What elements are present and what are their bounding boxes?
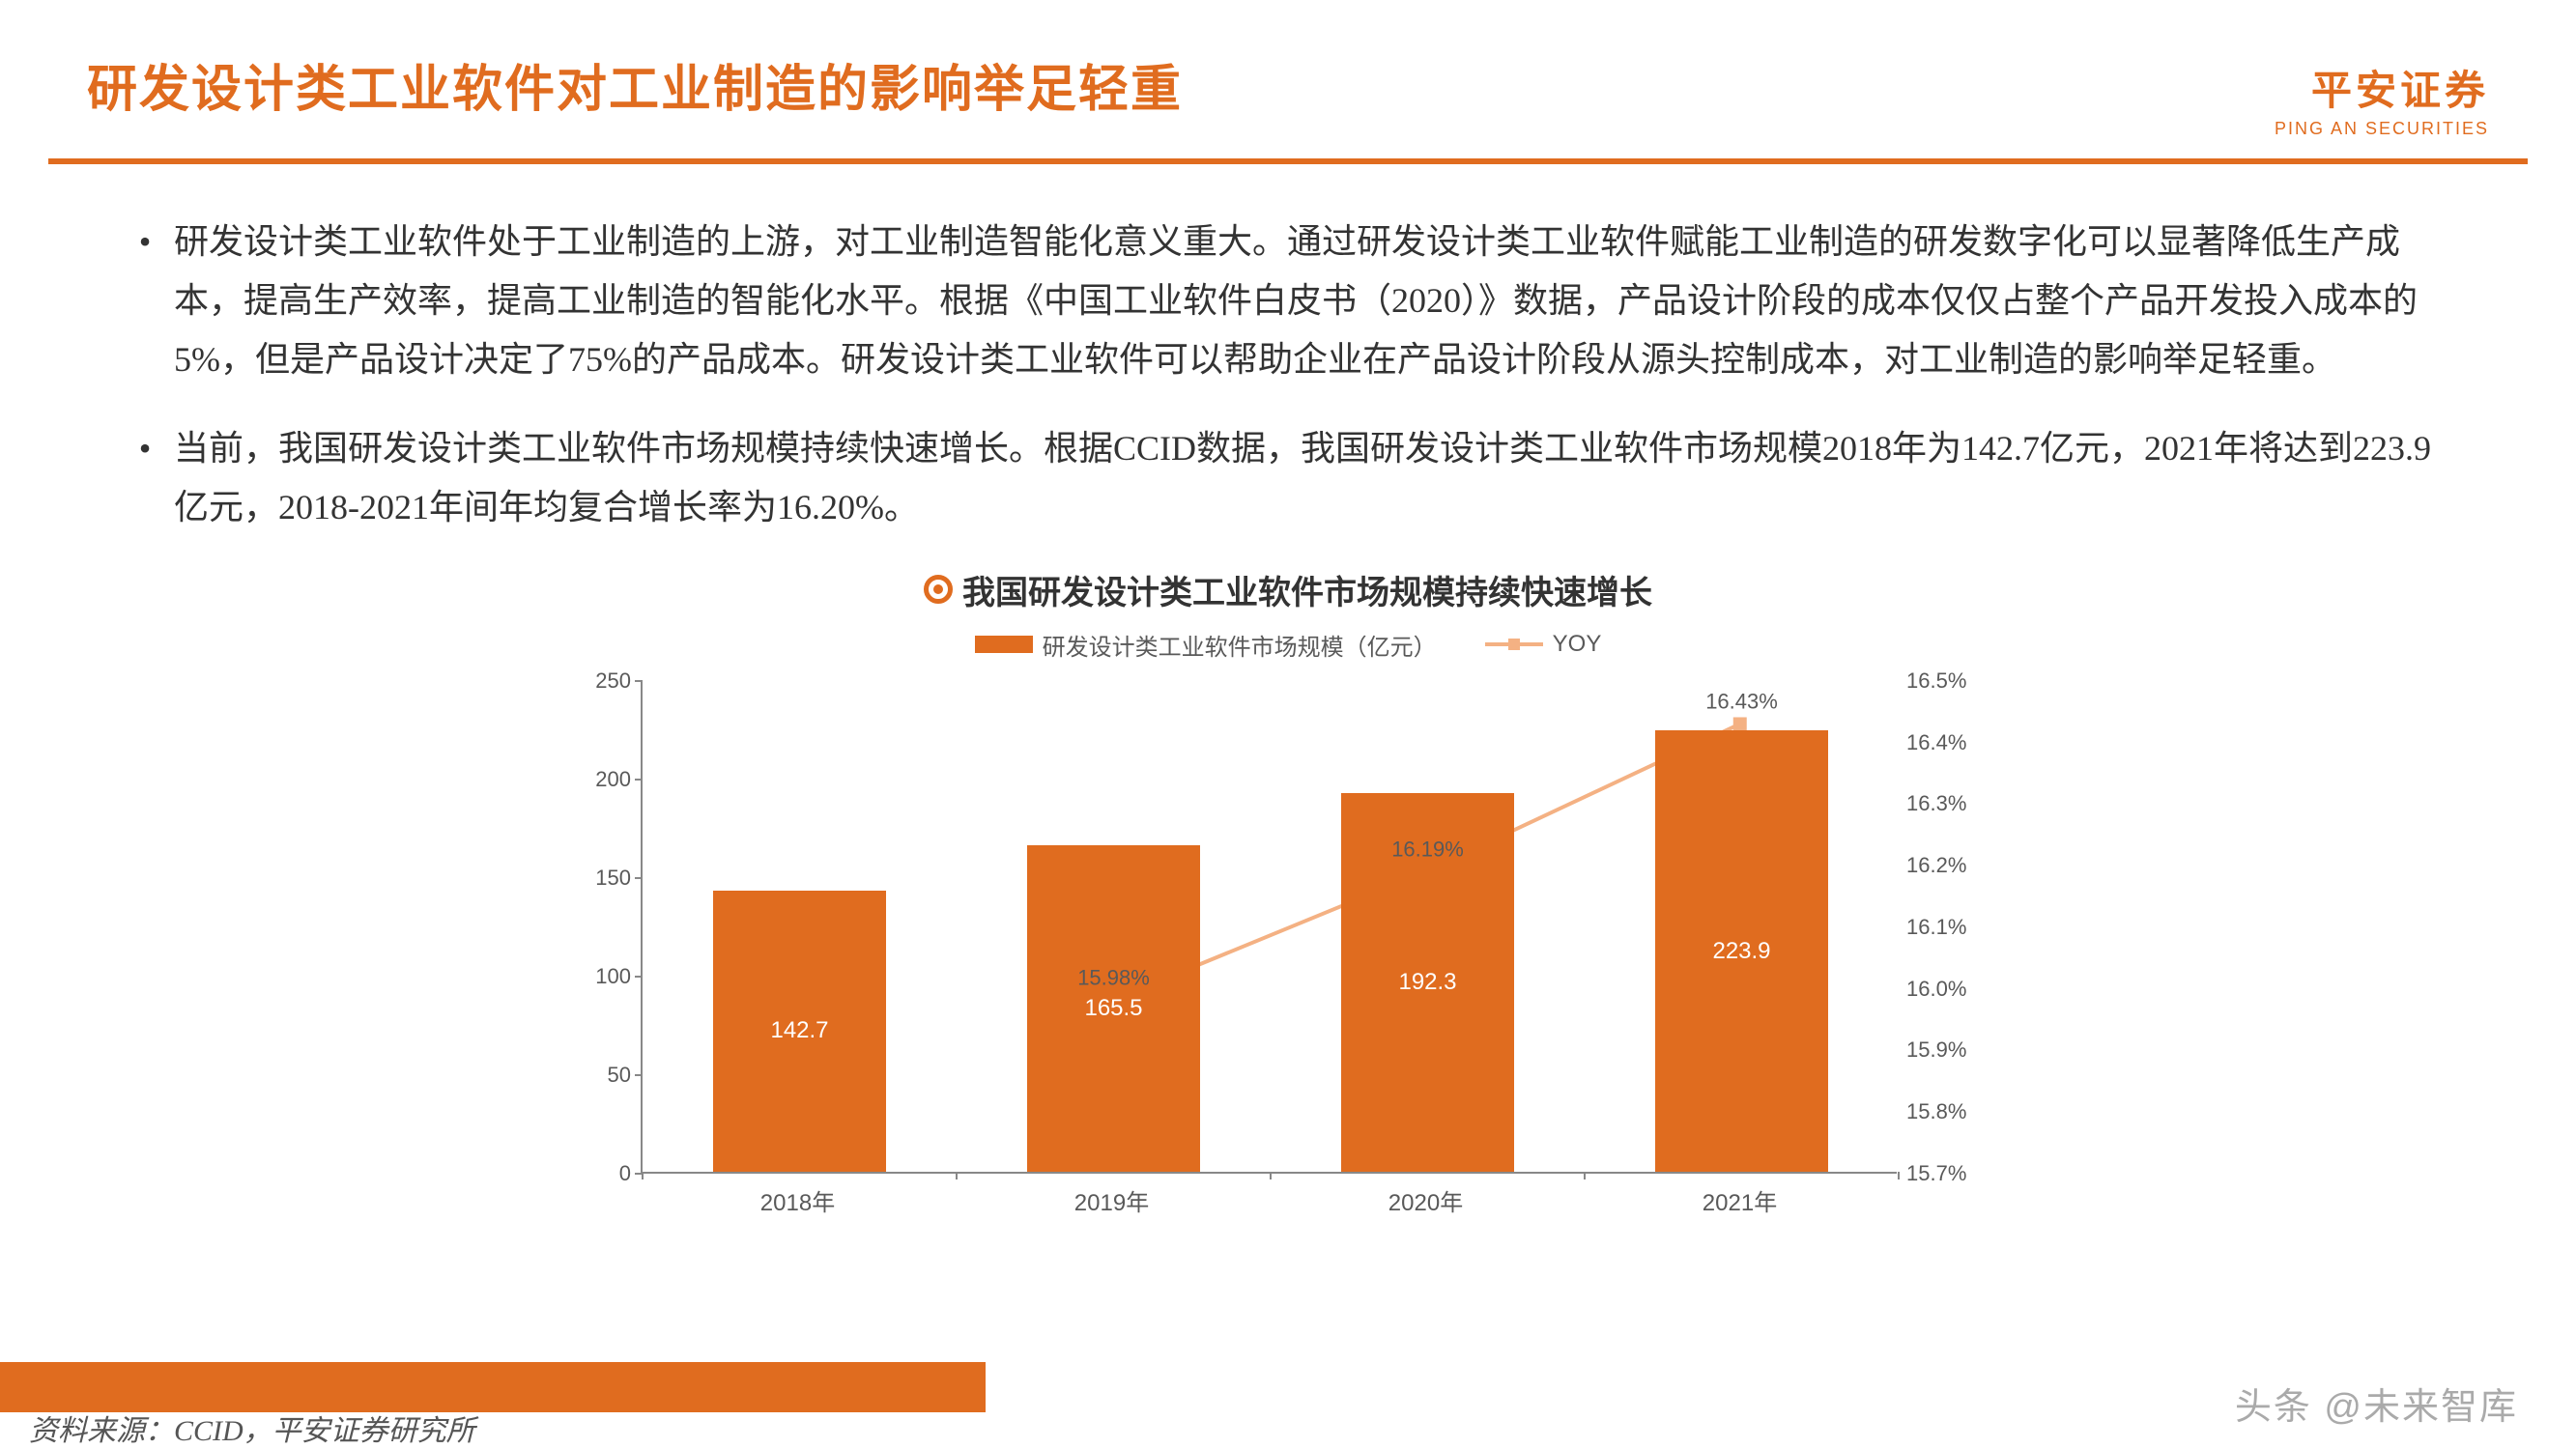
logo-cn: 平安证券 [2275,58,2489,117]
logo-en: PING AN SECURITIES [2275,119,2489,139]
y-right-tick-label: 16.0% [1906,977,1993,1002]
y-right-tick-label: 16.2% [1906,853,1993,878]
watermark: 头条 @未来智库 [2235,1377,2518,1430]
y-right-tick-label: 16.1% [1906,915,1993,940]
x-tick-label: 2021年 [1703,1183,1777,1217]
chart-title: 我国研发设计类工业软件市场规模持续快速增长 [962,566,1652,613]
legend-bar-swatch [975,636,1033,653]
yoy-value-label: 16.43% [1705,689,1778,714]
bar-value-label: 223.9 [1655,938,1828,965]
chart-title-row: 我国研发设计类工业软件市场规模持续快速增长 [116,566,2460,613]
x-tick-label: 2018年 [760,1183,835,1217]
y-right-tick-label: 15.8% [1906,1099,1993,1124]
plot-area: 142.7 165.5 15.98% 192.3 16.19% 223.9 16.43% [641,681,1897,1174]
y-right-tick-label: 16.5% [1906,668,1993,694]
chart-container: 142.7 165.5 15.98% 192.3 16.19% 223.9 16.43% 0… [554,671,2022,1232]
bullet-item: • 研发设计类工业软件处于工业制造的上游，对工业制造智能化意义重大。通过研发设计… [116,213,2460,390]
legend-line-swatch [1485,642,1543,646]
x-tick-label: 2020年 [1388,1183,1463,1217]
y-left-tick-label: 50 [573,1063,631,1088]
bar-value-label: 165.5 [1027,995,1200,1022]
legend-bar-item: 研发设计类工业软件市场规模（亿元） [975,628,1437,662]
bullet-text: 研发设计类工业软件处于工业制造的上游，对工业制造智能化意义重大。通过研发设计类工… [174,213,2460,390]
bullet-text: 当前，我国研发设计类工业软件市场规模持续快速增长。根据CCID数据，我国研发设计… [174,419,2460,537]
legend-line-item: YOY [1485,631,1602,658]
x-tick-label: 2019年 [1074,1183,1149,1217]
y-right-tick-label: 15.9% [1906,1037,1993,1063]
y-right-tick-label: 16.3% [1906,791,1993,816]
bar-value-label: 192.3 [1341,969,1514,996]
legend-line-label: YOY [1553,631,1602,658]
bar: 142.7 [713,891,886,1172]
bullseye-icon [924,575,953,604]
y-left-tick-label: 200 [573,767,631,792]
yoy-value-label: 16.19% [1391,837,1464,862]
chart-legend: 研发设计类工业软件市场规模（亿元） YOY [116,628,2460,662]
bullet-item: • 当前，我国研发设计类工业软件市场规模持续快速增长。根据CCID数据，我国研发… [116,419,2460,537]
y-left-tick-label: 0 [573,1161,631,1186]
y-right-tick-label: 16.4% [1906,730,1993,755]
bar: 223.9 [1655,730,1828,1172]
y-left-tick-label: 150 [573,866,631,891]
brand-logo: 平安证券 PING AN SECURITIES [2275,48,2489,139]
header-divider [48,158,2528,164]
page-title: 研发设计类工业软件对工业制造的影响举足轻重 [87,48,1183,121]
y-right-tick-label: 15.7% [1906,1161,1993,1186]
bullet-marker: • [116,419,174,537]
footer-source: 资料来源：CCID，平安证券研究所 [29,1406,475,1449]
y-left-tick-label: 100 [573,964,631,989]
footer-bar [0,1362,986,1412]
yoy-value-label: 15.98% [1077,966,1150,991]
content: • 研发设计类工业软件处于工业制造的上游，对工业制造智能化意义重大。通过研发设计… [0,193,2576,1232]
legend-bar-label: 研发设计类工业软件市场规模（亿元） [1043,628,1437,662]
bar: 165.5 [1027,845,1200,1172]
header: 研发设计类工业软件对工业制造的影响举足轻重 平安证券 PING AN SECUR… [0,0,2576,158]
y-left-tick-label: 250 [573,668,631,694]
chart-section: 我国研发设计类工业软件市场规模持续快速增长 研发设计类工业软件市场规模（亿元） … [116,566,2460,1232]
bar-value-label: 142.7 [713,1017,886,1044]
bullet-marker: • [116,213,174,390]
